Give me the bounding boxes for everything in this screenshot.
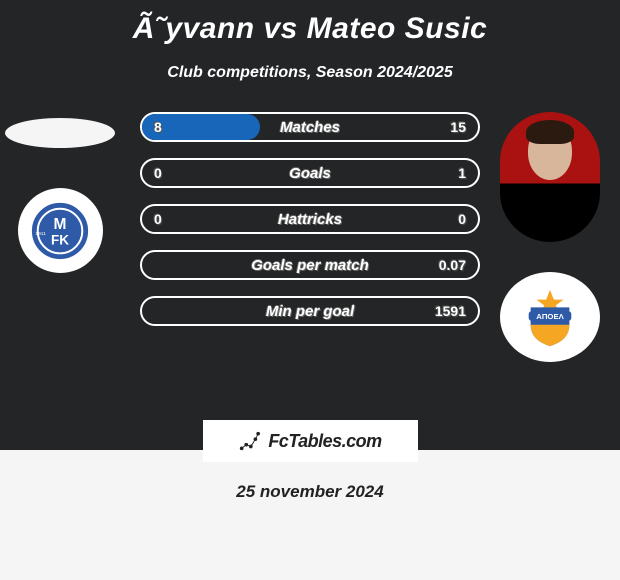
fctables-logo-icon	[238, 430, 260, 452]
svg-text:ΑΠΟΕΛ: ΑΠΟΕΛ	[536, 312, 564, 321]
stat-label: Matches	[142, 119, 478, 136]
right-club-badge: ΑΠΟΕΛ	[500, 272, 600, 362]
stat-label: Goals	[142, 165, 478, 182]
stat-bar: Min per goal1591	[140, 296, 480, 326]
stat-bar: 8Matches15	[140, 112, 480, 142]
stat-right-value: 1591	[435, 303, 466, 319]
left-player-placeholder	[5, 118, 115, 148]
stat-left-value: 0	[154, 165, 162, 181]
stat-bars: 8Matches150Goals10Hattricks0Goals per ma…	[140, 112, 480, 342]
brand-footer[interactable]: FcTables.com	[203, 420, 418, 462]
brand-text: FcTables.com	[268, 431, 381, 452]
stat-bar: Goals per match0.07	[140, 250, 480, 280]
stat-left-value: 0	[154, 211, 162, 227]
right-player-photo	[500, 112, 600, 242]
stat-label: Goals per match	[142, 257, 478, 274]
left-club-badge: M FK 1911	[18, 188, 103, 273]
stat-right-value: 15	[450, 119, 466, 135]
date-label: 25 november 2024	[0, 482, 620, 502]
stat-right-value: 0	[458, 211, 466, 227]
right-player-column: ΑΠΟΕΛ	[490, 112, 610, 362]
svg-text:1911: 1911	[35, 230, 46, 236]
svg-text:FK: FK	[51, 232, 69, 247]
comparison-area: M FK 1911 ΑΠΟΕΛ 8Matches150Goals10Hatt	[0, 112, 620, 392]
left-player-column: M FK 1911	[0, 112, 120, 273]
stat-label: Min per goal	[142, 303, 478, 320]
stat-left-value: 8	[154, 119, 162, 135]
page-title: Ã˜yvann vs Mateo Susic	[0, 0, 620, 46]
stat-bar: 0Goals1	[140, 158, 480, 188]
molde-badge-icon: M FK 1911	[29, 200, 91, 262]
stat-right-value: 0.07	[439, 257, 466, 273]
svg-text:M: M	[54, 216, 67, 233]
stat-bar: 0Hattricks0	[140, 204, 480, 234]
apoel-badge-icon: ΑΠΟΕΛ	[519, 286, 581, 348]
subtitle: Club competitions, Season 2024/2025	[0, 64, 620, 82]
stat-label: Hattricks	[142, 211, 478, 228]
stat-right-value: 1	[458, 165, 466, 181]
